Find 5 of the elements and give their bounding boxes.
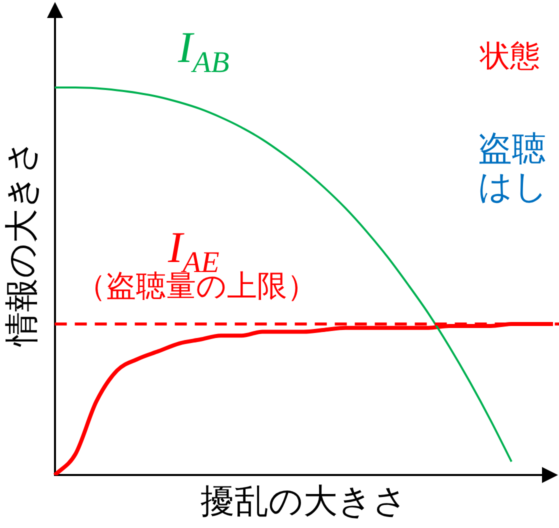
annotation: はし (478, 167, 548, 207)
annotation: 盗聴 (478, 129, 546, 169)
text: 状態 (479, 39, 540, 74)
x-axis-title: 擾乱の大きさ (200, 481, 408, 522)
y-axis-title: 情報の大きさ (2, 139, 42, 348)
